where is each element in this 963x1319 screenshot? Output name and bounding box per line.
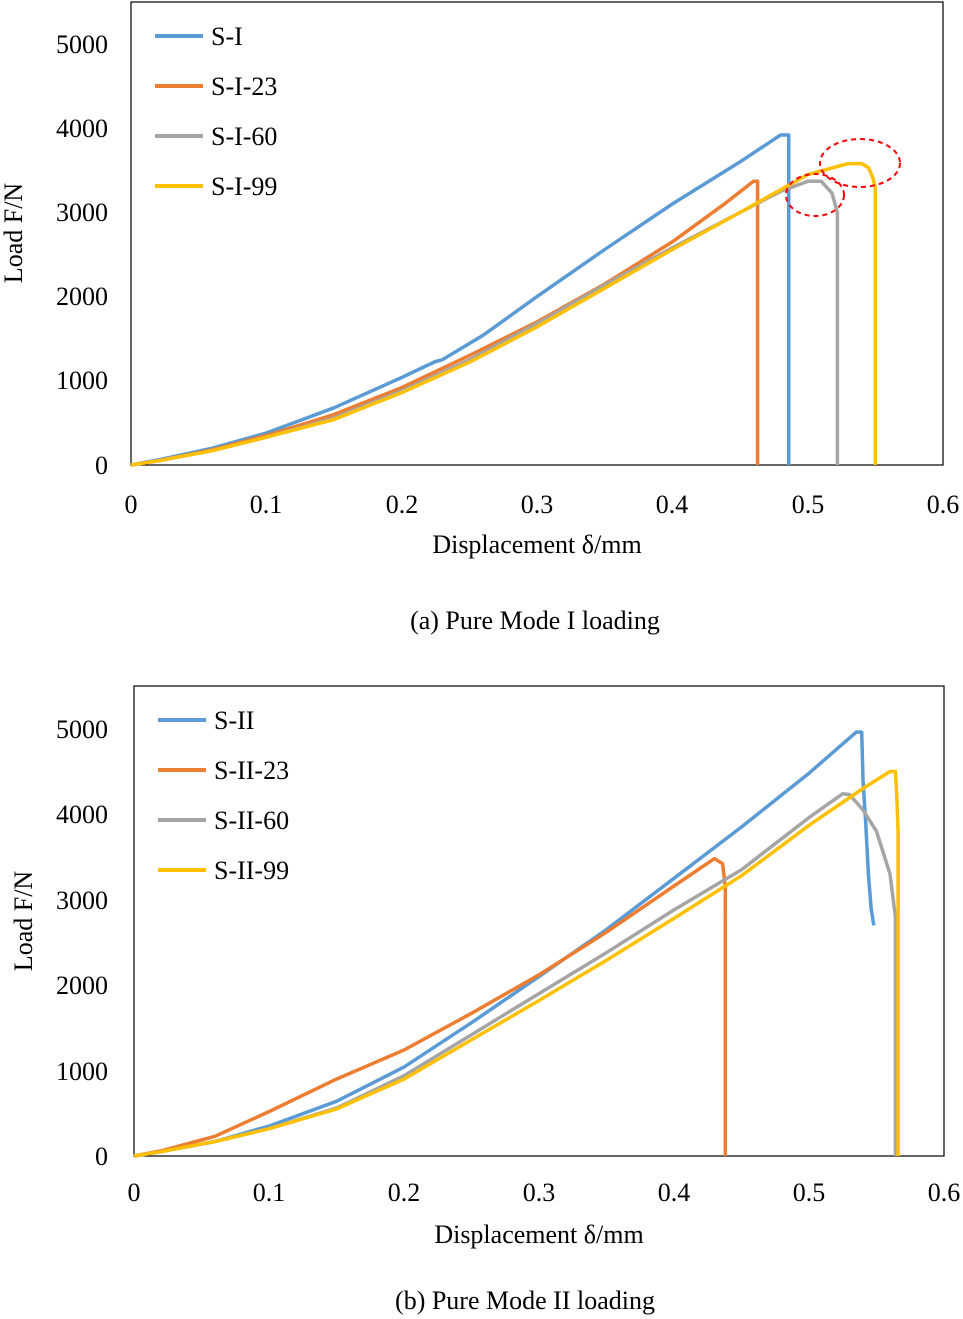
x-axis-label: Displacement δ/mm (432, 530, 641, 559)
series-line-s-i-60 (130, 179, 840, 467)
y-tick-label: 5000 (56, 715, 108, 744)
series-line-s-i-99 (130, 161, 878, 467)
plot-area-frame (133, 685, 945, 1157)
legend-label: S-II-60 (214, 806, 289, 835)
legend: S-I S-I-23 S-I-60 S-I-99 (155, 22, 277, 201)
y-tick-label: 2000 (56, 971, 108, 1000)
y-tick-label: 1000 (56, 1057, 108, 1086)
legend-label: S-II-99 (214, 856, 289, 885)
legend: S-II S-II-23 S-II-60 S-II-99 (158, 706, 289, 885)
x-tick-label: 0.3 (521, 490, 554, 519)
y-tick-label: 0 (95, 1142, 108, 1171)
series-line-s-i (130, 133, 791, 467)
x-tick-label: 0.5 (792, 490, 825, 519)
x-tick-label: 0.3 (523, 1178, 556, 1207)
x-tick-labels: 0 0.1 0.2 0.3 0.4 0.5 0.6 (128, 1178, 961, 1207)
chart-panel-b: 0 0.1 0.2 0.3 0.4 0.5 0.6 0 1000 2000 30… (9, 685, 961, 1315)
x-tick-label: 0.2 (388, 1178, 421, 1207)
annotation-ellipses (785, 138, 901, 217)
y-tick-label: 3000 (56, 198, 108, 227)
legend-label: S-II-23 (214, 756, 289, 785)
series-line-s-i-23 (130, 179, 760, 467)
chart-panel-a: 0 0.1 0.2 0.3 0.4 0.5 0.6 0 1000 2000 30… (0, 1, 960, 635)
x-tick-label: 0.4 (656, 490, 689, 519)
legend-label: S-I-23 (211, 72, 277, 101)
x-tick-label: 0.6 (927, 490, 960, 519)
legend-label: S-I-99 (211, 172, 277, 201)
caption: (b) Pure Mode II loading (395, 1286, 655, 1315)
annotation-ellipse (819, 138, 901, 188)
x-tick-label: 0.5 (793, 1178, 826, 1207)
y-tick-labels: 0 1000 2000 3000 4000 5000 (56, 715, 108, 1171)
y-tick-label: 3000 (56, 886, 108, 915)
x-tick-labels: 0 0.1 0.2 0.3 0.4 0.5 0.6 (125, 490, 960, 519)
legend-label: S-I (211, 22, 243, 51)
y-tick-label: 4000 (56, 800, 108, 829)
y-tick-labels: 0 1000 2000 3000 4000 5000 (56, 30, 108, 480)
x-tick-label: 0.1 (253, 1178, 286, 1207)
x-tick-label: 0 (125, 490, 138, 519)
y-tick-label: 0 (95, 451, 108, 480)
plot-area-frame (130, 1, 944, 466)
series-layer (133, 730, 900, 1158)
x-tick-label: 0.1 (250, 490, 283, 519)
y-tick-label: 1000 (56, 366, 108, 395)
annotation-ellipse (785, 173, 845, 217)
x-tick-label: 0 (128, 1178, 141, 1207)
y-tick-label: 2000 (56, 282, 108, 311)
series-layer (130, 133, 878, 467)
y-axis-label: Load F/N (9, 871, 38, 972)
x-tick-label: 0.6 (928, 1178, 961, 1207)
legend-label: S-II (214, 706, 254, 735)
x-tick-label: 0.2 (386, 490, 419, 519)
x-tick-label: 0.4 (658, 1178, 691, 1207)
series-line-s-ii-23 (133, 856, 728, 1158)
series-line-s-ii (133, 730, 876, 1158)
x-axis-label: Displacement δ/mm (434, 1220, 643, 1249)
y-tick-label: 4000 (56, 114, 108, 143)
y-tick-label: 5000 (56, 30, 108, 59)
legend-label: S-I-60 (211, 122, 277, 151)
y-axis-label: Load F/N (0, 183, 28, 284)
series-line-s-ii-99 (133, 769, 900, 1158)
caption: (a) Pure Mode I loading (410, 606, 660, 635)
